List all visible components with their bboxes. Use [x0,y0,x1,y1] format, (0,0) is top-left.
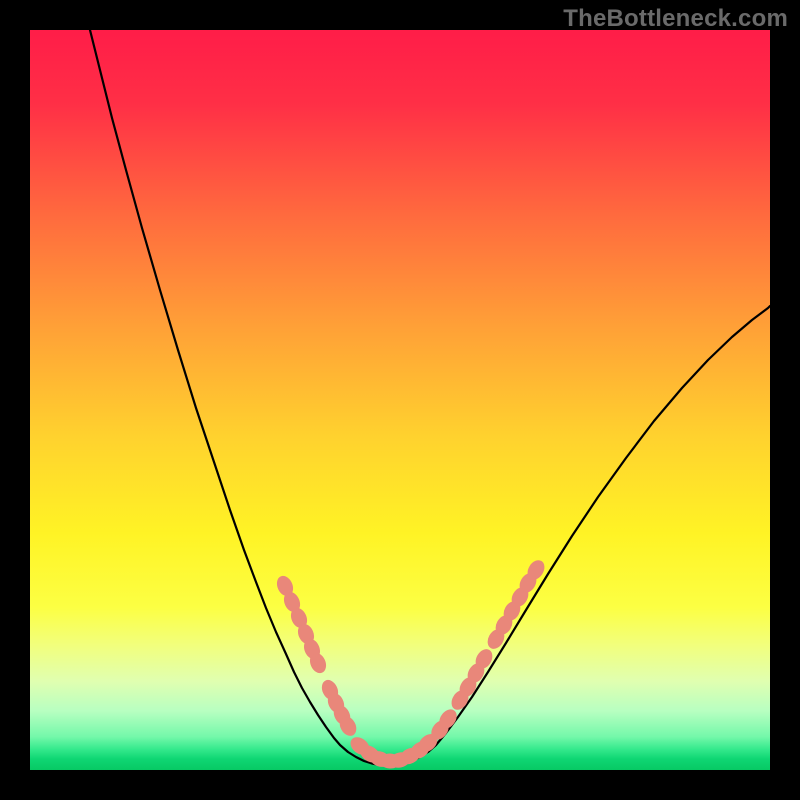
plot-area [30,30,770,770]
curve-layer [30,30,770,770]
marker-group [275,558,548,769]
watermark-text: TheBottleneck.com [563,5,788,33]
chart-frame: TheBottleneck.com [0,0,800,800]
v-curve [90,30,770,766]
